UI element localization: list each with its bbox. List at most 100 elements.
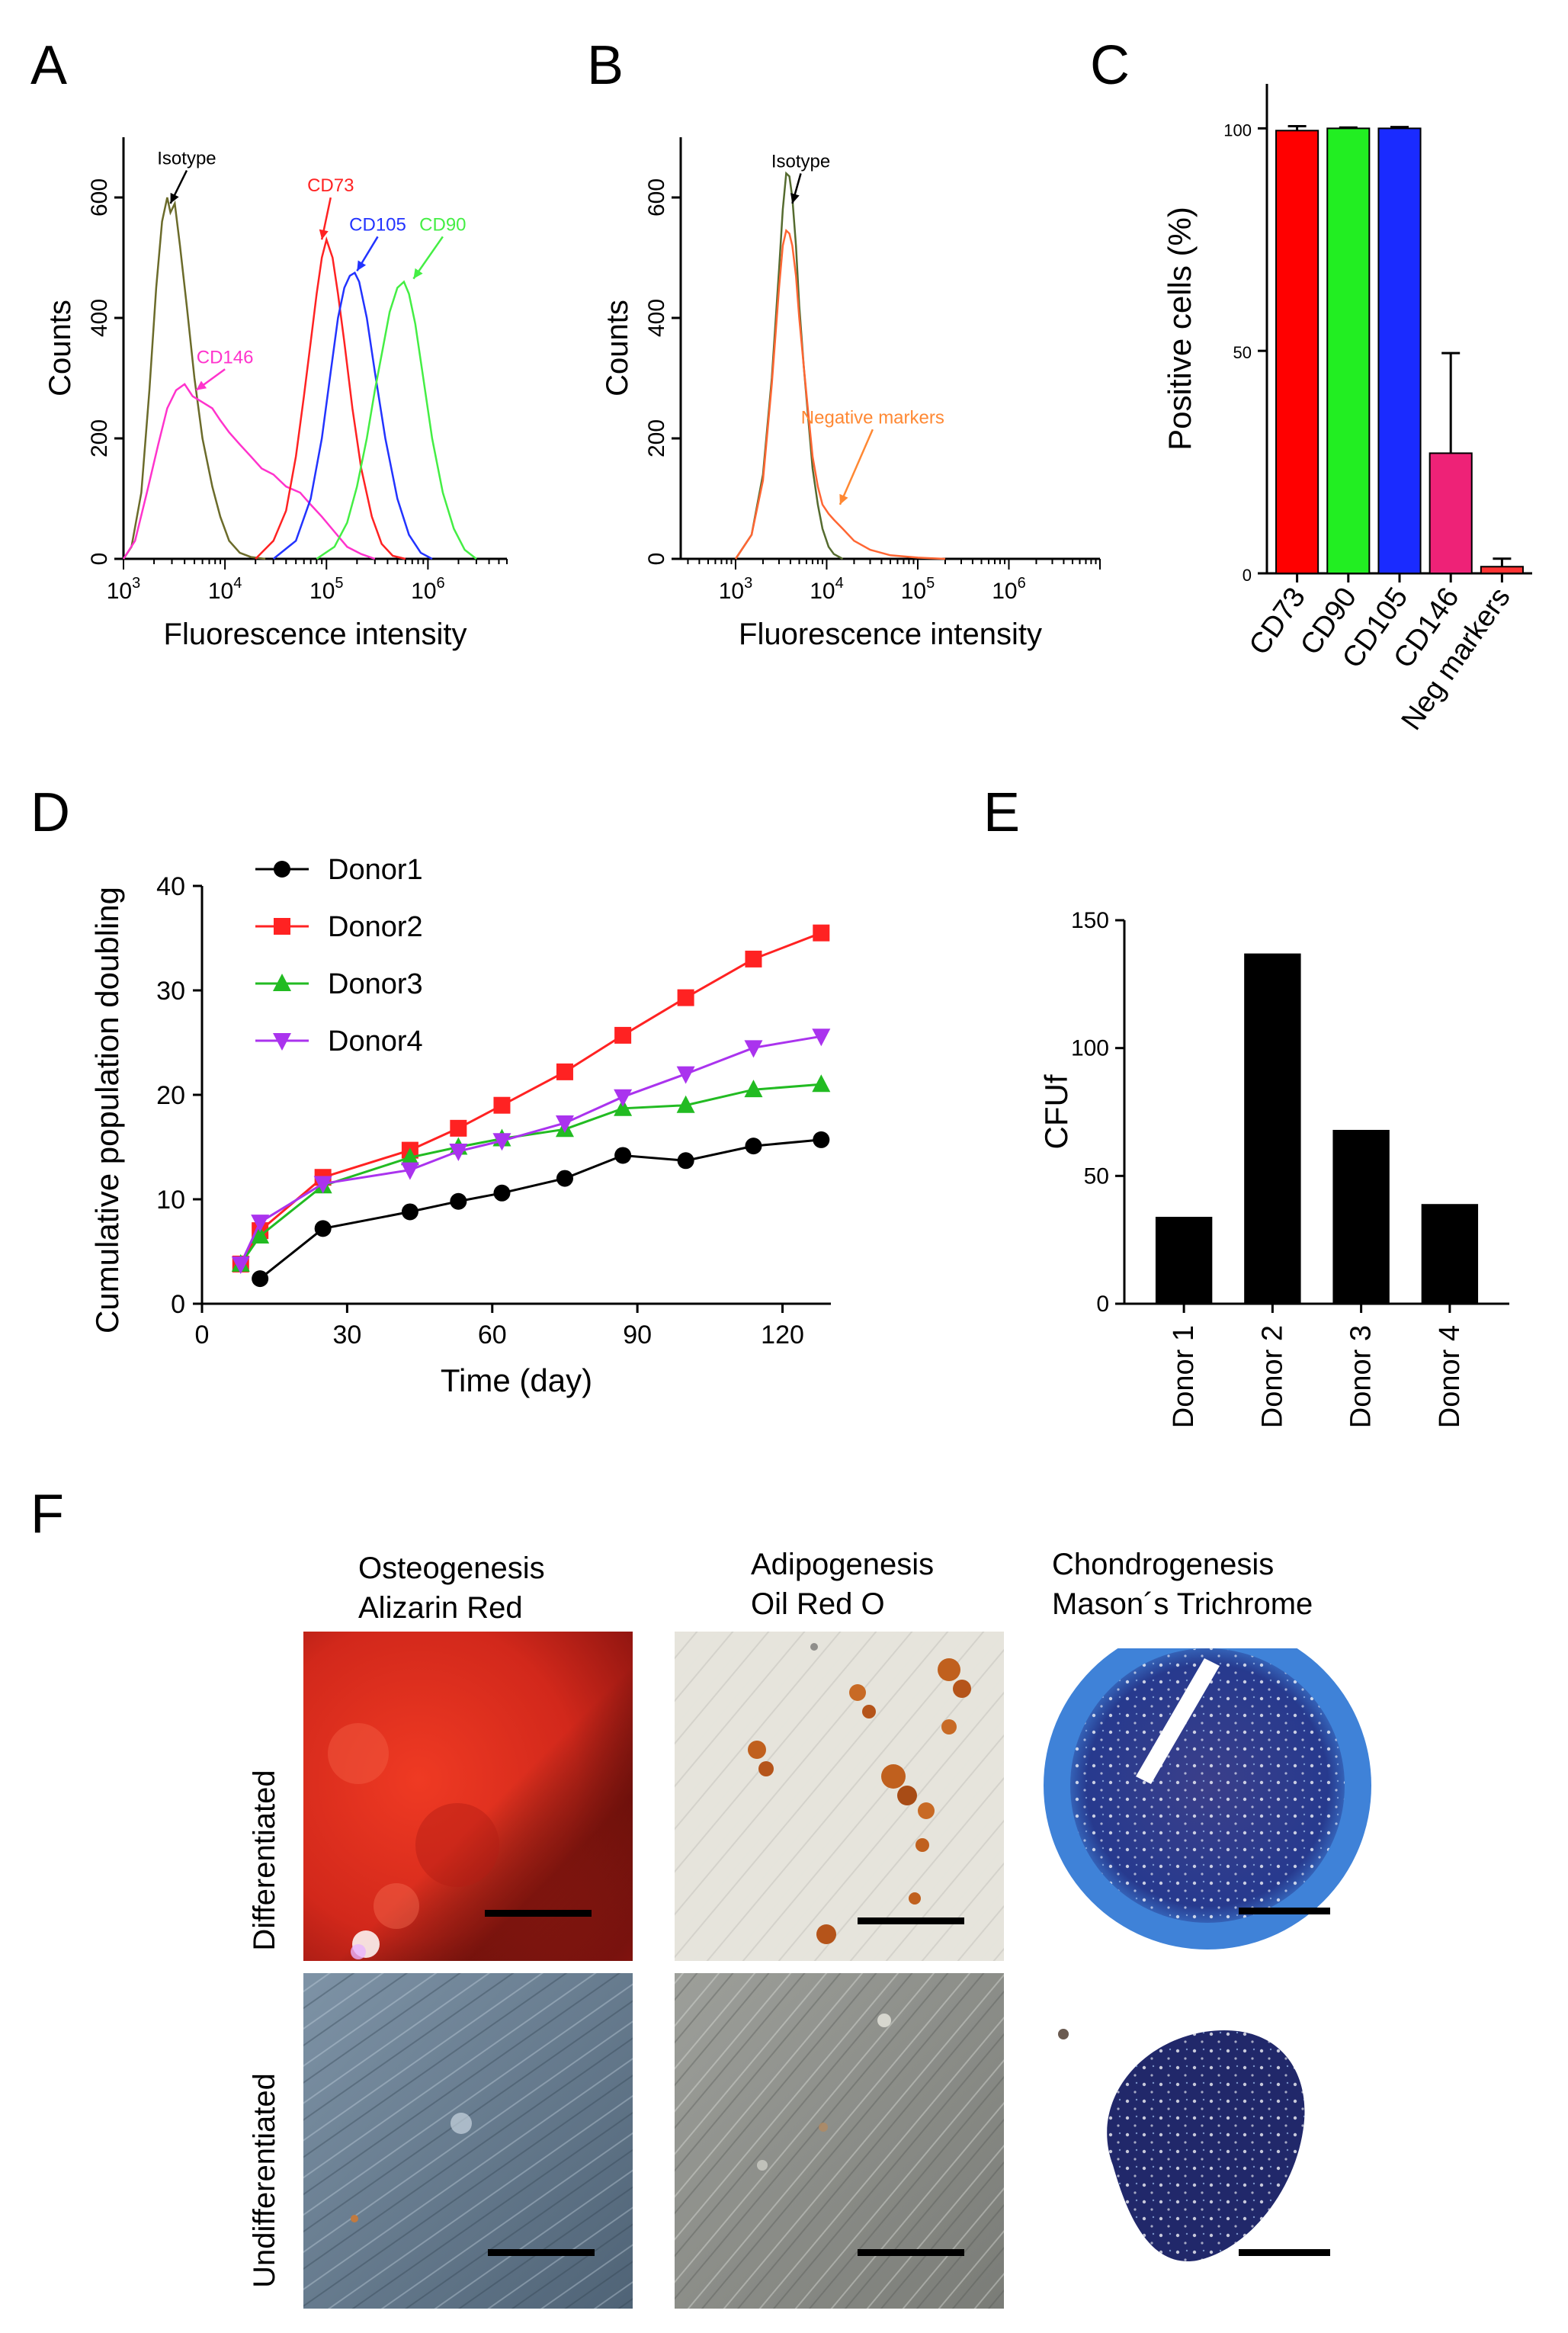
x-tick-label: Donor 3: [1345, 1325, 1377, 1428]
data-point-donor3: [744, 1080, 763, 1098]
y-tick-label: 100: [1223, 120, 1252, 140]
bar-cd105: [1377, 127, 1422, 574]
data-point-donor4: [614, 1089, 633, 1107]
bar-donor-2: [1244, 953, 1301, 1304]
data-point-donor1: [813, 1131, 830, 1148]
bar-cd146: [1429, 452, 1473, 574]
col-title-chondro-2: Mason´s Trichrome: [1052, 1587, 1313, 1621]
y-tick-label: 150: [1071, 908, 1109, 933]
y-tick-label: 0: [1096, 1292, 1109, 1317]
data-point-donor4: [492, 1133, 511, 1151]
data-point-donor1: [677, 1152, 694, 1170]
panel-letter-b: B: [587, 35, 624, 96]
x-tick-label: 106: [992, 575, 1026, 604]
data-point-donor3: [812, 1074, 831, 1093]
x-tick-exponent: 5: [335, 575, 343, 592]
data-point-donor2: [677, 989, 694, 1006]
x-tick-label: 120: [761, 1321, 804, 1349]
histogram-series-negative-markers: [734, 228, 946, 560]
micrograph-osteo-differentiated: [303, 1632, 633, 1961]
micrograph-chondro-differentiated: [1044, 1622, 1372, 1950]
bar-cd73: [1275, 130, 1319, 575]
legend-label-donor1: Donor1: [328, 854, 423, 886]
annotation-label: CD73: [307, 175, 354, 196]
panel-f: Osteogenesis Alizarin Red Adipogenesis O…: [248, 1548, 1372, 2309]
x-tick-exponent: 6: [437, 575, 445, 592]
x-tick-label: 90: [623, 1321, 652, 1349]
data-point-donor2: [745, 950, 762, 968]
annotation-label: CD105: [349, 214, 406, 235]
y-axis-title: Positive cells (%): [1162, 207, 1198, 451]
y-tick-label: 0: [171, 1290, 185, 1319]
x-tick-exponent: 6: [1018, 575, 1026, 592]
annotation-label: Isotype: [771, 152, 830, 172]
data-point-donor4: [251, 1215, 270, 1233]
bar-donor-3: [1332, 1129, 1390, 1304]
x-axis-title: Time (day): [441, 1362, 592, 1398]
data-point-donor2: [556, 1063, 573, 1080]
panel-letter-e: E: [983, 782, 1020, 843]
annotation-arrowhead: [839, 493, 848, 505]
x-tick-label: 105: [309, 575, 344, 604]
legend-marker-donor4: [273, 1033, 291, 1051]
histogram-series-cd105: [272, 271, 433, 560]
row-label-undifferentiated: Undifferentiated: [248, 2073, 281, 2288]
annotation-arrowhead: [319, 229, 329, 240]
y-tick-label: 400: [87, 299, 112, 337]
y-tick-label: 600: [87, 178, 112, 217]
y-tick-label: 400: [644, 299, 669, 337]
col-title-osteo-2: Alizarin Red: [358, 1591, 523, 1625]
x-tick-label: 103: [719, 575, 753, 604]
x-tick-label: Donor 4: [1434, 1325, 1466, 1428]
x-axis-title: Fluorescence intensity: [739, 618, 1042, 651]
x-tick-label: Donor 2: [1256, 1325, 1288, 1428]
data-point-donor1: [252, 1270, 269, 1288]
y-tick-label: 50: [1233, 343, 1252, 362]
micrograph-osteo-undifferentiated: [303, 1973, 633, 2309]
y-tick-label: 20: [156, 1081, 185, 1110]
y-tick-label: 30: [156, 977, 185, 1006]
data-point-donor3: [676, 1095, 695, 1113]
data-point-donor1: [450, 1192, 467, 1210]
data-point-donor3: [614, 1098, 633, 1116]
bar-cd90: [1326, 127, 1371, 574]
data-point-donor2: [614, 1026, 632, 1044]
y-tick-label: 600: [644, 178, 669, 217]
annotation-arrowhead: [196, 380, 207, 390]
x-tick-label: 60: [478, 1321, 507, 1349]
annotation-arrowhead: [357, 260, 367, 271]
x-tick-label: 105: [901, 575, 935, 604]
data-point-donor4: [744, 1040, 763, 1058]
annotation-label: Isotype: [157, 149, 216, 169]
x-tick-exponent: 4: [835, 575, 844, 592]
histogram-series-isotype: [122, 197, 266, 560]
histogram-series-cd73: [255, 236, 406, 560]
row-label-differentiated: Differentiated: [248, 1770, 281, 1950]
x-tick-label: Donor 1: [1168, 1325, 1200, 1428]
legend-label-donor2: Donor2: [328, 911, 423, 943]
data-point-donor2: [450, 1119, 467, 1137]
data-point-donor3: [400, 1147, 419, 1166]
micrograph-chondro-undifferentiated: [1058, 2029, 1330, 2262]
panel-letter-a: A: [30, 35, 67, 96]
bar-neg-markers: [1480, 566, 1524, 575]
chart-a-histogram: 0 200 400 600 103 104 105 106 Isotype CD73 CD105 CD…: [43, 137, 508, 651]
data-point-donor1: [556, 1170, 573, 1187]
data-point-donor4: [313, 1176, 332, 1194]
legend-marker-donor1: [274, 861, 290, 878]
data-point-donor1: [314, 1220, 332, 1237]
histogram-series-cd90: [316, 280, 477, 560]
panel-letter-f: F: [30, 1484, 64, 1545]
data-point-donor2: [813, 924, 830, 942]
histogram-series-cd146: [122, 383, 376, 560]
y-tick-label: 50: [1084, 1163, 1109, 1189]
y-tick-label: 0: [87, 553, 112, 566]
y-axis-title: Counts: [601, 300, 634, 396]
x-tick-label: CD73: [1243, 582, 1312, 661]
data-point-donor4: [231, 1256, 250, 1274]
annotation-arrowhead: [170, 192, 179, 204]
chart-b-histogram: 0 200 400 600 103 104 105 106 Isotype Negative ma…: [601, 137, 1101, 651]
annotation-label: Negative markers: [801, 407, 944, 428]
y-tick-label: 200: [644, 419, 669, 457]
